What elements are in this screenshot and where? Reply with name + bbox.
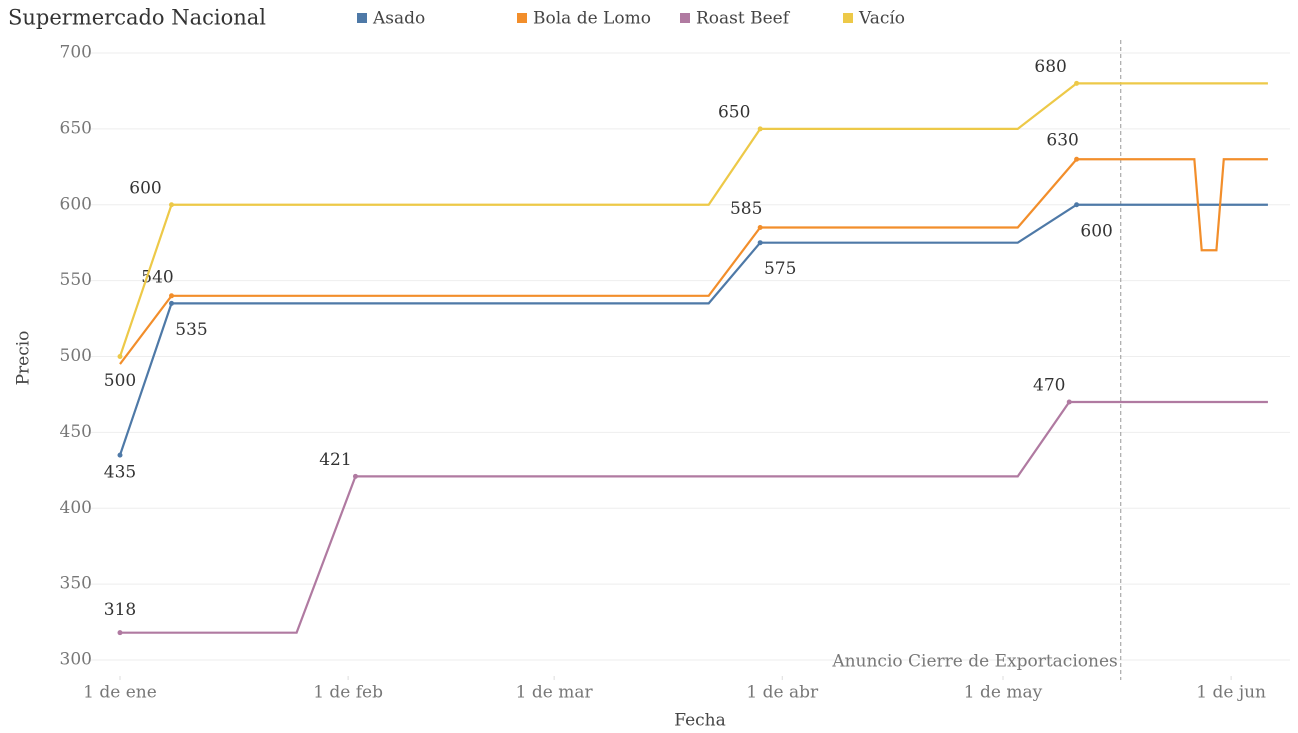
data-label: 600: [129, 178, 161, 198]
data-label: 500: [104, 371, 136, 391]
legend-swatch: [843, 13, 853, 23]
y-tick-label: 500: [60, 346, 92, 366]
legend-swatch: [357, 13, 367, 23]
legend-swatch: [517, 13, 527, 23]
y-axis-label: Precio: [14, 331, 34, 386]
point: [757, 126, 763, 132]
legend-label: Vacío: [858, 9, 905, 29]
series-line: [118, 203, 1268, 456]
data-label: 318: [104, 600, 136, 620]
point: [169, 293, 175, 299]
data-label: 600: [1080, 221, 1112, 241]
data-label: 535: [175, 320, 207, 340]
point: [757, 240, 763, 246]
x-tick-label: 1 de jun: [1196, 683, 1266, 703]
y-tick-label: 700: [60, 43, 92, 63]
x-tick-label: 1 de ene: [83, 683, 157, 703]
point: [117, 452, 123, 458]
legend-label: Asado: [372, 9, 425, 29]
y-tick-label: 300: [60, 650, 92, 670]
point: [169, 300, 175, 306]
data-label: 575: [764, 259, 796, 279]
point: [1066, 399, 1072, 405]
point: [117, 354, 123, 359]
point: [169, 202, 175, 208]
legend-label: Roast Beef: [696, 9, 791, 29]
point: [757, 225, 763, 231]
series-line: [120, 400, 1268, 634]
y-tick-label: 400: [60, 498, 92, 518]
data-label: 585: [730, 199, 762, 219]
point: [1074, 202, 1080, 208]
x-axis-label: Fecha: [674, 711, 726, 731]
point: [117, 630, 123, 636]
data-label: 470: [1033, 376, 1065, 396]
point: [1074, 156, 1080, 162]
x-tick-label: 1 de mar: [516, 683, 594, 703]
data-label: 630: [1046, 131, 1078, 151]
x-tick-label: 1 de abr: [746, 683, 819, 703]
series-line: [119, 158, 1268, 365]
y-tick-label: 350: [60, 574, 92, 594]
y-tick-label: 600: [60, 194, 92, 214]
y-tick-label: 650: [60, 118, 92, 138]
x-tick-label: 1 de feb: [313, 683, 383, 703]
data-label: 650: [718, 102, 750, 122]
point: [1074, 80, 1080, 86]
data-label: 680: [1034, 57, 1066, 77]
chart-title: Supermercado Nacional: [8, 6, 266, 30]
data-label: 435: [104, 463, 136, 483]
annotation-text: Anuncio Cierre de Exportaciones: [831, 652, 1117, 672]
legend-label: Bola de Lomo: [533, 9, 651, 29]
legend-swatch: [680, 13, 690, 23]
x-tick-label: 1 de may: [964, 683, 1043, 703]
y-tick-label: 550: [60, 270, 92, 290]
series-line: [118, 82, 1268, 357]
y-tick-label: 450: [60, 422, 92, 442]
point: [352, 473, 358, 479]
data-label: 421: [319, 450, 351, 470]
